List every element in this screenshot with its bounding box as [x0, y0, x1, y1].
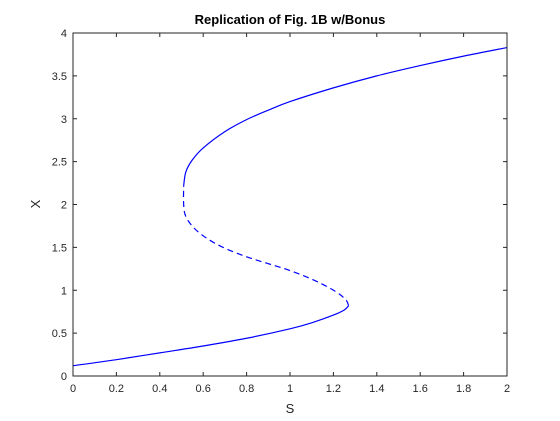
- x-tick-label: 0.4: [152, 383, 167, 395]
- y-tick-label: 3: [61, 114, 67, 126]
- x-tick-label: 1.4: [369, 383, 384, 395]
- y-tick-label: 0.5: [52, 328, 67, 340]
- x-tick-label: 1.2: [326, 383, 341, 395]
- y-tick-label: 2: [61, 200, 67, 212]
- y-axis-label: X: [28, 199, 43, 208]
- y-tick-label: 4: [61, 28, 67, 40]
- curve-series-3-solid: [183, 46, 508, 186]
- x-tick-group: 0 0.2 0.4 0.6 0.8 1 1.2 1.4 1.6 1.8 2: [70, 33, 510, 395]
- curve-series-1-solid: [72, 305, 350, 367]
- axes-background: [73, 33, 507, 376]
- y-tick-label: 1: [61, 285, 67, 297]
- x-tick-label: 0.8: [239, 383, 254, 395]
- x-tick-label: 0.6: [196, 383, 211, 395]
- y-tick-label: 2.5: [52, 157, 67, 169]
- x-tick-label: 1.6: [413, 383, 428, 395]
- curve-series-2-dashed: [182, 185, 350, 306]
- x-tick-label: 1.8: [456, 383, 471, 395]
- y-tick-label: 1.5: [52, 242, 67, 254]
- x-axis-label: S: [286, 401, 295, 416]
- y-tick-group: 0 0.5 1 1.5 2 2.5 3 3.5 4: [52, 28, 507, 383]
- y-tick-label: 0: [61, 371, 67, 383]
- x-tick-label: 0.2: [109, 383, 124, 395]
- chart-title: Replication of Fig. 1B w/Bonus: [195, 12, 386, 27]
- x-tick-label: 0: [70, 383, 76, 395]
- curve-group: [72, 46, 508, 367]
- x-tick-label: 2: [504, 383, 510, 395]
- y-tick-label: 3.5: [52, 71, 67, 83]
- x-tick-label: 1: [287, 383, 293, 395]
